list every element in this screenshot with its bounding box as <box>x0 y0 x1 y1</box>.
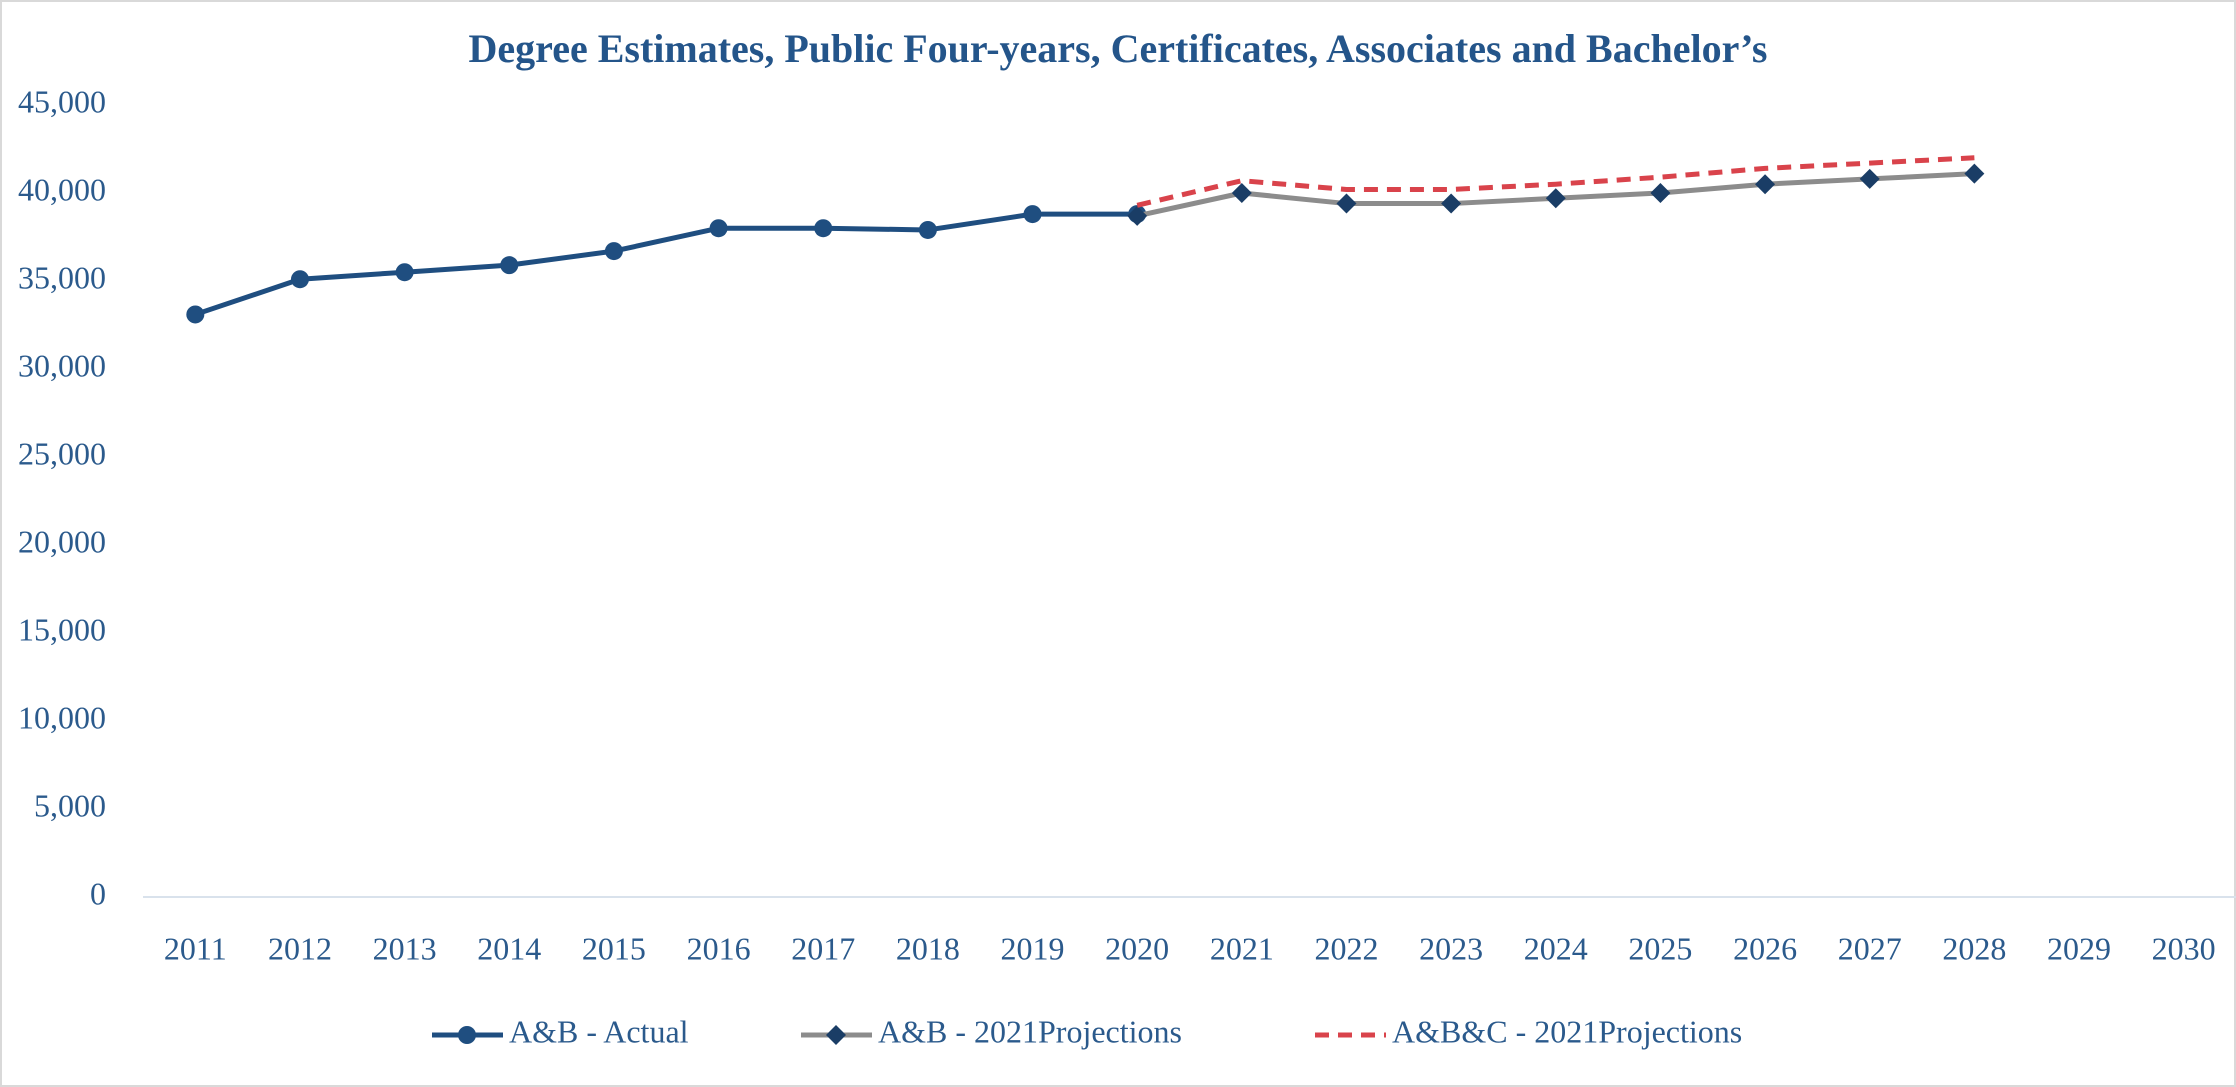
y-tick-label: 45,000 <box>18 83 106 119</box>
marker <box>709 219 728 238</box>
y-tick-label: 5,000 <box>34 787 106 823</box>
y-tick-label: 40,000 <box>18 171 106 207</box>
x-tick-label: 2024 <box>1524 930 1588 966</box>
x-tick-label: 2023 <box>1419 930 1483 966</box>
x-tick-label: 2027 <box>1838 930 1902 966</box>
x-tick-label: 2011 <box>164 930 227 966</box>
marker <box>290 270 309 289</box>
x-tick-label: 2017 <box>791 930 855 966</box>
x-tick-label: 2030 <box>2152 930 2216 966</box>
y-tick-label: 20,000 <box>18 523 106 559</box>
marker <box>918 220 937 239</box>
y-tick-label: 0 <box>90 875 106 911</box>
y-tick-label: 25,000 <box>18 435 106 471</box>
marker <box>458 1026 476 1044</box>
x-tick-label: 2012 <box>268 930 332 966</box>
x-tick-label: 2026 <box>1733 930 1797 966</box>
series-line <box>194 211 1138 317</box>
x-tick-label: 2021 <box>1210 930 1274 966</box>
marker <box>1545 188 1566 209</box>
marker <box>1127 205 1148 226</box>
marker <box>1964 163 1985 184</box>
y-tick-label: 30,000 <box>18 347 106 383</box>
marker <box>1650 183 1671 203</box>
marker <box>1231 183 1252 203</box>
marker <box>826 1025 846 1045</box>
x-tick-label: 2028 <box>1942 930 2006 966</box>
series-line <box>1136 155 1975 208</box>
x-tick-label: 2016 <box>687 930 751 966</box>
marker <box>186 305 205 324</box>
marker <box>395 263 414 282</box>
marker <box>500 256 519 275</box>
x-tick-label: 2025 <box>1628 930 1692 966</box>
x-tick-label: 2019 <box>1001 930 1065 966</box>
x-tick-label: 2029 <box>2047 930 2111 966</box>
legend-label: A&B - 2021Projections <box>878 1013 1182 1049</box>
y-tick-label: 10,000 <box>18 699 106 735</box>
marker <box>1755 174 1776 195</box>
chart-title: Degree Estimates, Public Four-years, Cer… <box>469 26 1768 71</box>
legend-label: A&B - Actual <box>509 1013 689 1049</box>
marker <box>1336 193 1357 214</box>
marker <box>814 219 833 238</box>
x-tick-label: 2022 <box>1314 930 1378 966</box>
marker <box>1859 168 1880 189</box>
marker <box>604 242 623 261</box>
legend-label: A&B&C - 2021Projections <box>1392 1013 1742 1049</box>
marker <box>1441 193 1462 214</box>
x-tick-label: 2014 <box>477 930 541 966</box>
marker <box>1023 205 1042 224</box>
x-tick-label: 2013 <box>373 930 437 966</box>
x-tick-label: 2020 <box>1105 930 1169 966</box>
x-tick-label: 2015 <box>582 930 646 966</box>
x-tick-label: 2018 <box>896 930 960 966</box>
y-tick-label: 15,000 <box>18 611 106 647</box>
y-tick-label: 35,000 <box>18 259 106 295</box>
